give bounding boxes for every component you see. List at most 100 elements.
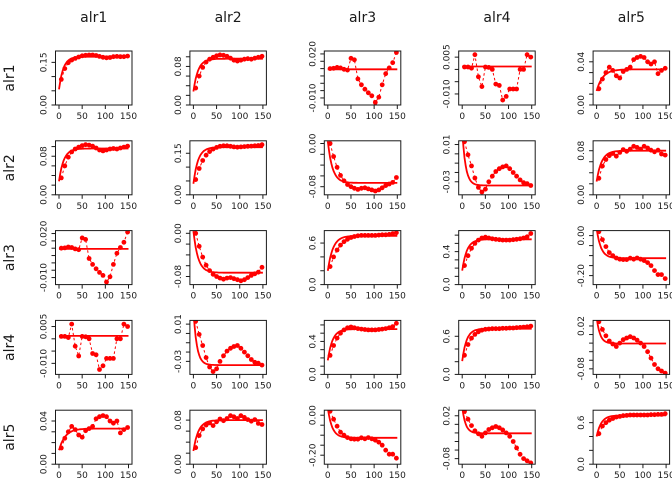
data-point (217, 359, 223, 364)
data-point (627, 64, 633, 70)
panel-alr1-alr5: 0.00 0.04 0 50 100 150 (577, 50, 672, 122)
data-point (331, 416, 336, 422)
x-tick-label: 0 (191, 112, 197, 122)
col-title-alr1: alr1 (80, 10, 107, 26)
data-point (255, 143, 261, 148)
data-point (221, 143, 226, 149)
data-point (652, 268, 657, 273)
data-point (469, 245, 474, 251)
plot-box (55, 50, 133, 106)
col-title-alr2: alr2 (215, 10, 242, 26)
y-tick-label: -0.03 (174, 350, 184, 373)
data-point (76, 353, 82, 359)
y-tick-label: 0.4 (443, 244, 453, 259)
data-point (338, 242, 343, 248)
data-point (341, 432, 347, 438)
data-point (655, 71, 661, 77)
data-point (648, 263, 654, 268)
data-point (210, 369, 216, 374)
data-point (390, 324, 396, 329)
plot-box (323, 140, 402, 196)
data-point (659, 272, 664, 277)
data-point (83, 237, 88, 242)
data-point (90, 52, 95, 58)
data-point (58, 175, 64, 181)
data-point (524, 181, 530, 187)
data-point (193, 85, 199, 91)
x-tick-label: 100 (366, 292, 383, 302)
panel-alr5-alr5: 0.0 0.6 0 50 100 150 (577, 409, 672, 480)
data-point (383, 232, 389, 238)
y-tick-label: 0.00 (577, 185, 587, 205)
data-point (517, 177, 523, 183)
data-point (507, 86, 513, 92)
data-point (394, 455, 399, 461)
data-point (327, 141, 333, 146)
panel-alr2-alr1: 0.00 0.08 0 50 100 150 (40, 140, 137, 212)
data-point (327, 264, 333, 269)
data-point (469, 65, 474, 71)
data-point (79, 434, 85, 440)
data-point (472, 175, 478, 181)
data-point (203, 355, 209, 360)
data-point (359, 233, 364, 238)
x-tick-label: 0 (191, 381, 197, 391)
panel-alr2-alr2: 0.00 0.15 0 50 100 150 (174, 140, 272, 212)
model-line (192, 146, 263, 184)
data-point (517, 451, 523, 457)
data-point (479, 84, 485, 89)
data-point (641, 258, 647, 263)
data-point (472, 241, 478, 246)
data-point (338, 330, 343, 336)
y-tick-label: 0.0 (443, 367, 453, 382)
data-point (372, 327, 378, 333)
plot-box (55, 409, 133, 465)
data-point (93, 352, 99, 358)
data-point (476, 237, 481, 243)
x-tick-label: 150 (523, 381, 540, 391)
data-point (489, 67, 495, 72)
plot-box (592, 230, 671, 286)
data-point (638, 146, 643, 152)
x-tick-label: 0 (594, 202, 600, 212)
data-point (503, 237, 509, 243)
data-point (125, 324, 130, 329)
data-point (224, 416, 230, 421)
data-point (634, 337, 640, 343)
empirical-line (464, 53, 532, 102)
x-tick-label: 150 (120, 202, 137, 212)
x-tick-label: 150 (658, 112, 672, 122)
x-tick-label: 50 (614, 202, 626, 212)
model-line (595, 414, 667, 437)
data-point (235, 416, 240, 421)
model-line (461, 327, 532, 362)
data-point (507, 433, 513, 439)
x-tick-label: 150 (523, 202, 540, 212)
plot-box (592, 319, 671, 375)
data-point (528, 183, 534, 188)
data-point (242, 415, 247, 420)
data-point (200, 426, 206, 432)
data-point (655, 366, 661, 372)
model-line (193, 320, 263, 366)
x-tick-label: 150 (254, 112, 271, 122)
x-tick-label: 100 (97, 202, 114, 212)
data-point (500, 97, 506, 103)
data-point (107, 356, 113, 361)
y-tick-label: 0.08 (174, 56, 184, 76)
data-point (255, 421, 261, 426)
data-point (203, 59, 209, 65)
y-tick-label: 0.020 (308, 41, 318, 67)
data-point (641, 344, 647, 349)
data-point (390, 231, 396, 237)
y-tick-label: -0.010 (308, 83, 318, 112)
data-point (341, 239, 347, 245)
data-point (327, 66, 333, 71)
data-point (359, 326, 364, 332)
data-point (610, 341, 616, 347)
y-tick-label: 0.0 (308, 367, 318, 382)
x-tick-label: 100 (500, 381, 517, 391)
plot-box (323, 50, 402, 106)
data-point (69, 424, 75, 429)
